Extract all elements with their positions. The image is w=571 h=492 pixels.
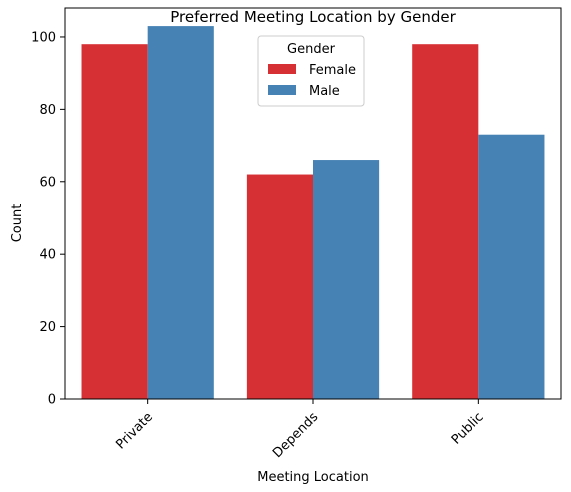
x-axis: Private Depends Public <box>113 399 487 461</box>
y-axis-label: Count <box>10 204 25 243</box>
legend-label-female: Female <box>309 63 356 78</box>
legend-title: Gender <box>287 42 336 57</box>
bars-group <box>81 26 545 399</box>
x-tick-label-depends: Depends <box>270 410 321 461</box>
bar-female-depends <box>246 174 313 399</box>
y-tick-label: 40 <box>39 248 56 263</box>
bar-female-private <box>81 44 148 399</box>
x-tick-label-public: Public <box>449 410 487 448</box>
legend-swatch-female <box>268 64 296 74</box>
bar-male-public <box>478 134 545 399</box>
plot-frame <box>64 7 562 400</box>
y-tick-label: 20 <box>39 320 56 335</box>
y-tick-label: 60 <box>39 175 56 190</box>
legend-swatch-male <box>268 85 296 95</box>
y-axis: 0 20 40 60 80 100 <box>31 30 65 408</box>
bar-female-public <box>412 44 479 399</box>
x-axis-label: Meeting Location <box>257 470 369 485</box>
y-tick-label: 80 <box>39 103 56 118</box>
legend-label-male: Male <box>309 84 340 99</box>
chart-title: Preferred Meeting Location by Gender <box>170 8 456 26</box>
x-tick-label-private: Private <box>113 410 156 453</box>
y-tick-label: 0 <box>48 393 56 408</box>
y-tick-label: 100 <box>31 30 56 45</box>
bar-male-private <box>147 26 214 399</box>
legend: Gender Female Male <box>257 35 365 107</box>
bar-male-depends <box>313 160 380 399</box>
